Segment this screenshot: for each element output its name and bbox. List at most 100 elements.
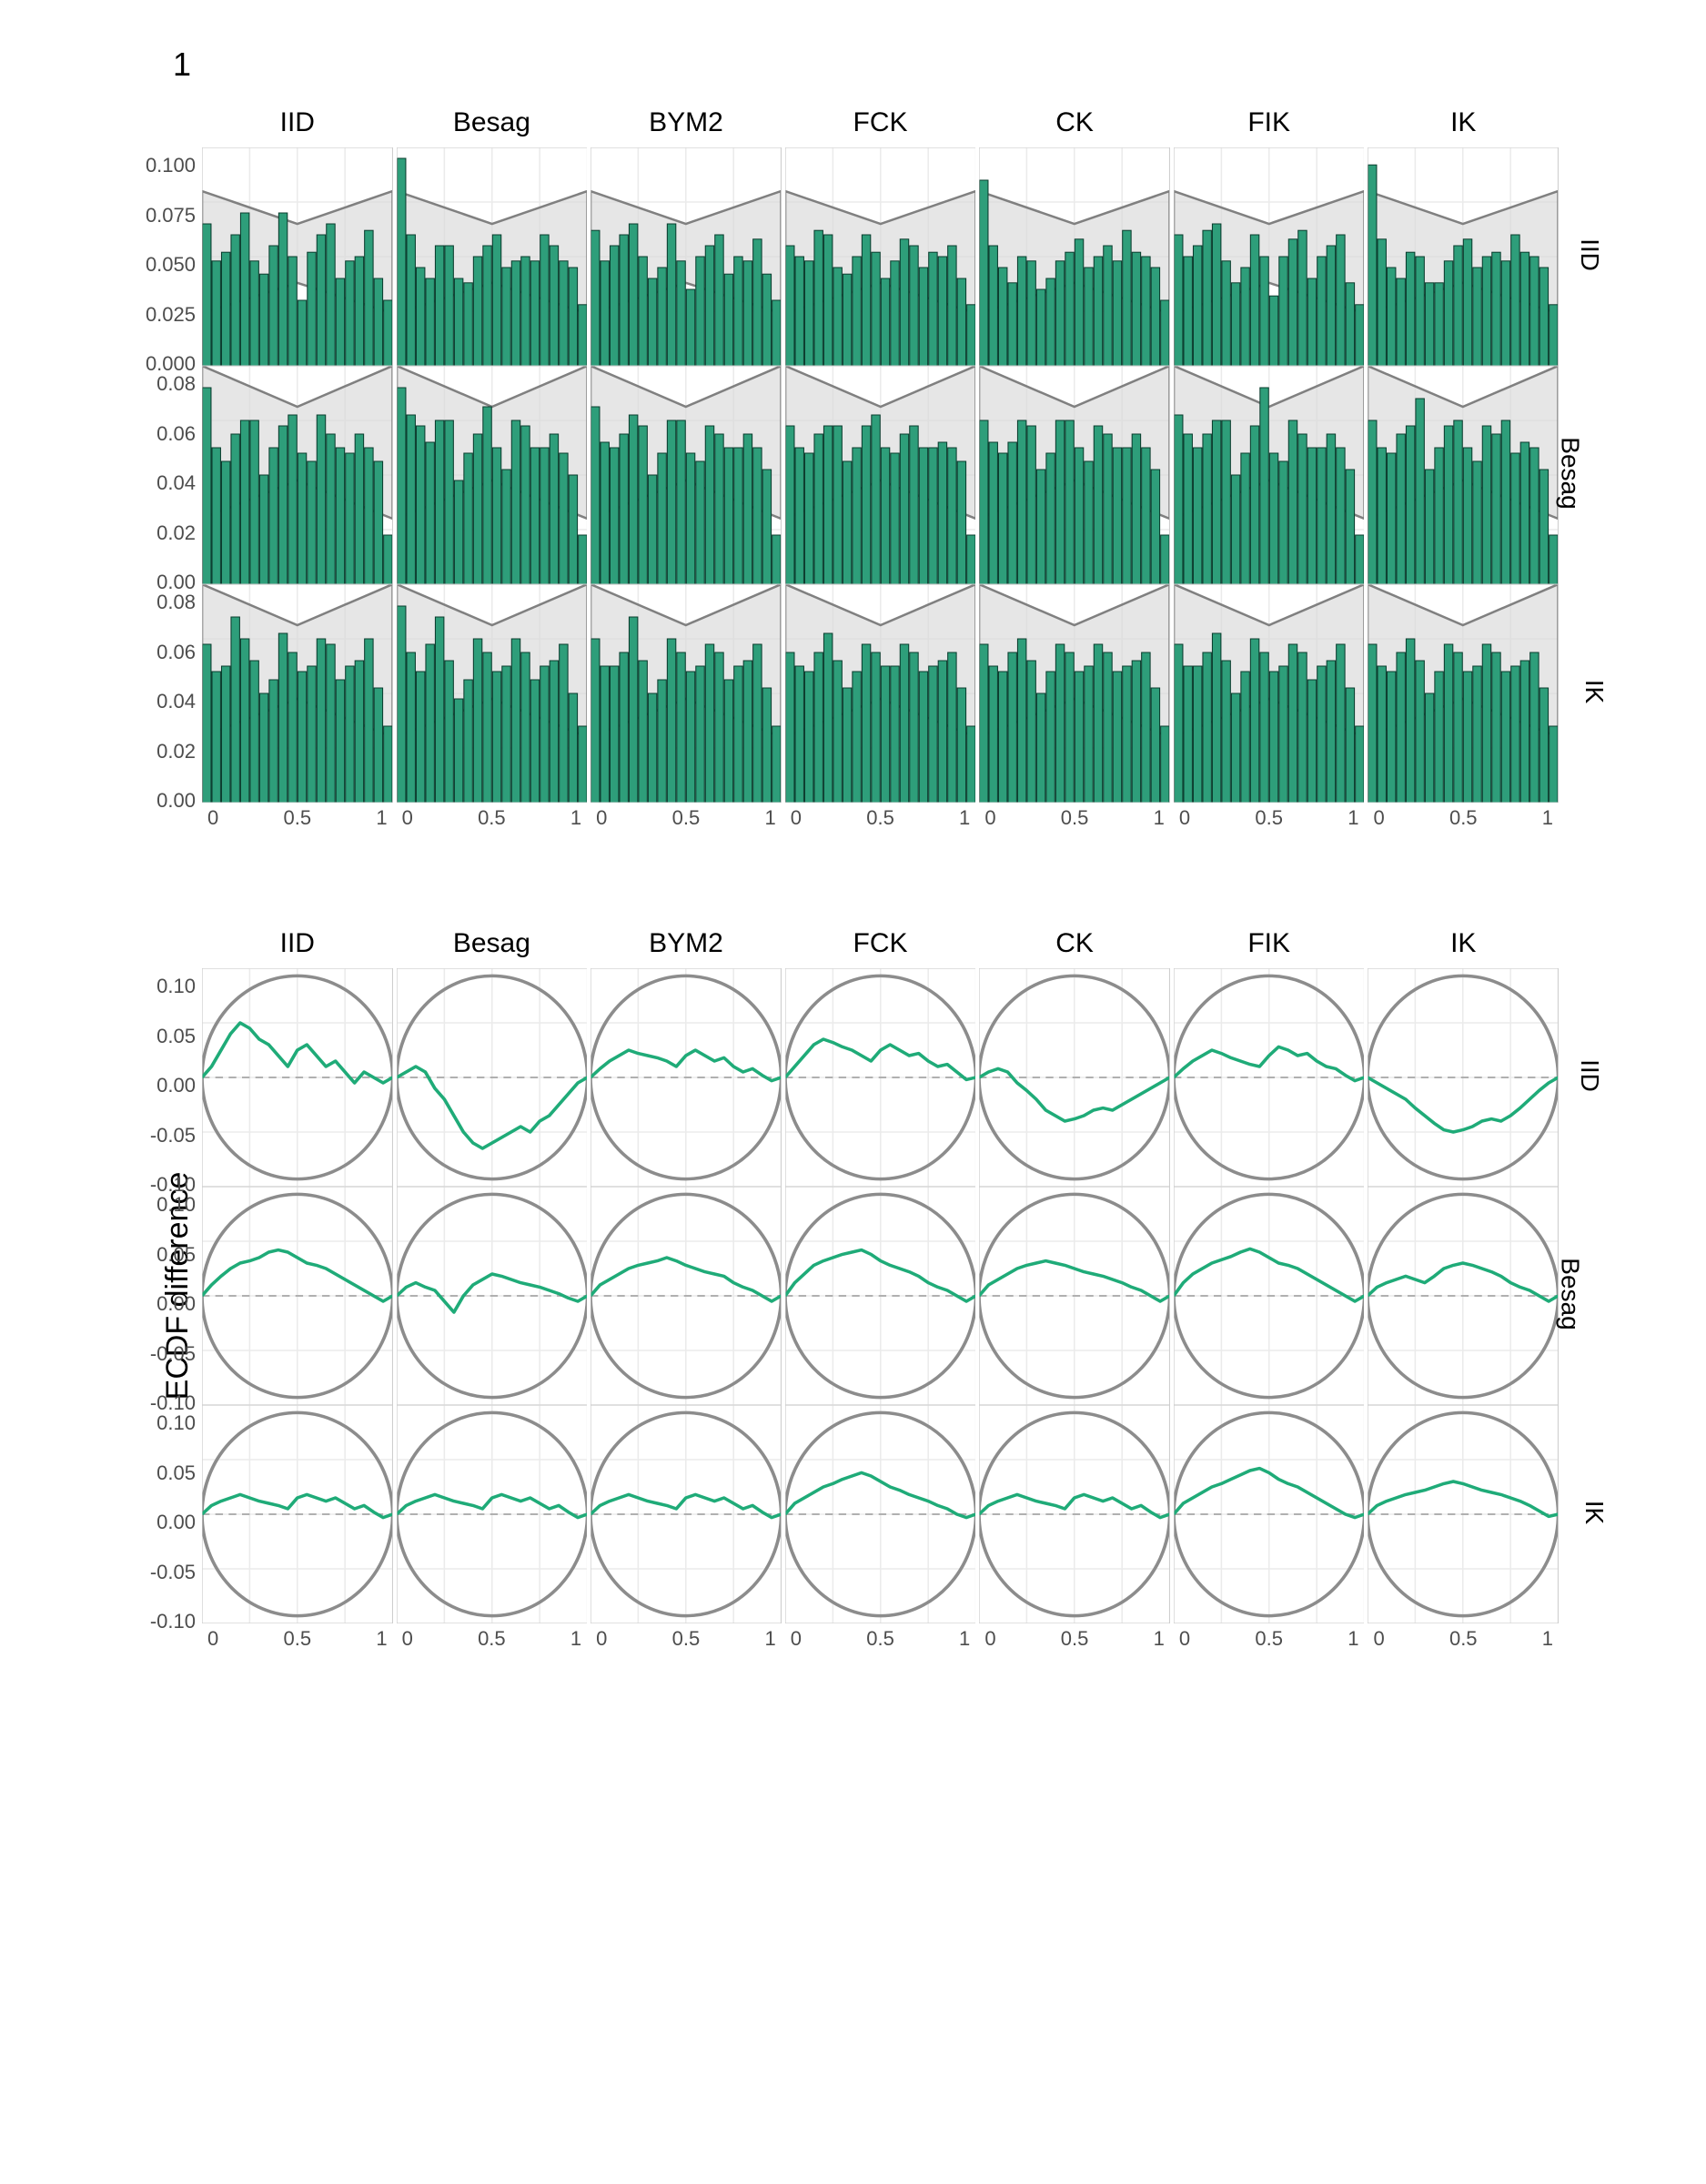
x-tick: 0 xyxy=(596,1627,607,1651)
grid-row: 0.080.060.040.020.00Besag xyxy=(200,364,1560,582)
y-tick: 0.050 xyxy=(127,255,196,275)
ecdf-panel xyxy=(783,1185,978,1403)
x-axis-ticks: 00.51 xyxy=(1366,801,1560,830)
histogram-panel xyxy=(1172,364,1367,582)
histogram-panel xyxy=(589,146,783,364)
y-tick: 0.05 xyxy=(127,1463,196,1483)
x-axis-ticks: 00.51 xyxy=(589,1622,783,1651)
y-tick: 0.04 xyxy=(127,692,196,712)
x-tick: 1 xyxy=(764,1627,775,1651)
histogram-panel xyxy=(1366,364,1560,582)
x-tick: 1 xyxy=(570,1627,581,1651)
row-label: IK xyxy=(1580,680,1609,703)
x-tick: 1 xyxy=(959,1627,970,1651)
row-label: IID xyxy=(1575,1059,1604,1092)
column-header: FCK xyxy=(783,100,978,146)
histogram-panel xyxy=(783,146,978,364)
x-tick: 0.5 xyxy=(283,806,311,830)
x-tick: 1 xyxy=(376,1627,387,1651)
histogram-grid: IIDBesagBYM2FCKCKFIKIK 0.1000.0750.0500.… xyxy=(127,100,1615,830)
x-tick: 0.5 xyxy=(478,806,506,830)
y-tick: 0.10 xyxy=(127,1195,196,1215)
x-tick: 0 xyxy=(596,806,607,830)
x-tick: 1 xyxy=(764,806,775,830)
x-tick: 1 xyxy=(1348,1627,1358,1651)
row-label: Besag xyxy=(1555,1258,1584,1330)
x-tick: 0.5 xyxy=(866,806,894,830)
y-tick: 0.08 xyxy=(127,374,196,394)
ecdf-grid: ECDF difference IIDBesagBYM2FCKCKFIKIK 0… xyxy=(127,921,1615,1651)
y-tick: -0.05 xyxy=(127,1126,196,1146)
y-tick: 0.00 xyxy=(127,1076,196,1096)
x-tick: 0.5 xyxy=(1061,1627,1089,1651)
y-tick: 0.10 xyxy=(127,1413,196,1433)
y-tick: 0.02 xyxy=(127,742,196,762)
column-header: CK xyxy=(977,921,1172,966)
histogram-panel xyxy=(200,582,395,801)
x-tick: 0 xyxy=(791,1627,802,1651)
x-tick: 1 xyxy=(1542,806,1553,830)
row-label: IK xyxy=(1580,1501,1609,1524)
y-tick: 0.10 xyxy=(127,976,196,996)
histogram-panel xyxy=(783,364,978,582)
y-tick: 0.100 xyxy=(127,156,196,176)
y-tick: 0.00 xyxy=(127,1512,196,1532)
y-axis-ticks: 0.1000.0750.0500.0250.000 xyxy=(127,146,196,364)
histogram-panel xyxy=(1366,582,1560,801)
row-label: Besag xyxy=(1555,437,1584,509)
y-tick: -0.10 xyxy=(127,1612,196,1632)
ecdf-panel xyxy=(1366,966,1560,1185)
x-tick: 0.5 xyxy=(1449,1627,1478,1651)
ecdf-panel xyxy=(1172,1403,1367,1622)
grid-row: 0.100.050.00-0.05-0.10IK xyxy=(200,1403,1560,1622)
x-tick: 1 xyxy=(1542,1627,1553,1651)
x-tick: 0.5 xyxy=(283,1627,311,1651)
column-header: FCK xyxy=(783,921,978,966)
x-axis-ticks: 00.51 xyxy=(200,1622,395,1651)
x-axis-ticks: 00.51 xyxy=(977,801,1172,830)
column-header: Besag xyxy=(395,921,590,966)
ecdf-panel xyxy=(200,1403,395,1622)
x-tick: 1 xyxy=(959,806,970,830)
ecdf-panel xyxy=(200,1185,395,1403)
x-tick: 0.5 xyxy=(672,1627,701,1651)
y-tick: -0.05 xyxy=(127,1344,196,1364)
histogram-panel xyxy=(395,582,590,801)
grid-row: 0.080.060.040.020.00IK xyxy=(200,582,1560,801)
ecdf-panel xyxy=(395,966,590,1185)
ecdf-panel xyxy=(783,966,978,1185)
x-tick: 0 xyxy=(791,806,802,830)
y-tick: 0.00 xyxy=(127,1294,196,1314)
y-tick: 0.06 xyxy=(127,424,196,444)
column-header: IID xyxy=(200,100,395,146)
page: 1 IIDBesagBYM2FCKCKFIKIK 0.1000.0750.050… xyxy=(0,0,1706,2184)
page-number: 1 xyxy=(173,46,191,84)
histogram-panel xyxy=(395,146,590,364)
histogram-panel xyxy=(977,364,1172,582)
ecdf-panel xyxy=(977,966,1172,1185)
y-tick: 0.05 xyxy=(127,1245,196,1265)
column-header: CK xyxy=(977,100,1172,146)
ecdf-panel xyxy=(200,966,395,1185)
y-axis-ticks: 0.100.050.00-0.05-0.10 xyxy=(127,966,196,1185)
histogram-panel xyxy=(1172,146,1367,364)
x-tick: 0.5 xyxy=(1255,806,1283,830)
histogram-panel xyxy=(1366,146,1560,364)
x-axis-ticks: 00.51 xyxy=(1172,801,1367,830)
column-header: BYM2 xyxy=(589,100,783,146)
x-tick: 1 xyxy=(1154,1627,1165,1651)
x-tick: 0 xyxy=(1179,806,1190,830)
column-header: BYM2 xyxy=(589,921,783,966)
x-tick: 1 xyxy=(570,806,581,830)
grid-row: 0.1000.0750.0500.0250.000IID xyxy=(200,146,1560,364)
x-axis-ticks: 00.51 xyxy=(589,801,783,830)
y-tick: 0.00 xyxy=(127,791,196,811)
histogram-panel xyxy=(589,582,783,801)
x-tick: 1 xyxy=(1154,806,1165,830)
grid-row: 0.100.050.00-0.05-0.10IID xyxy=(200,966,1560,1185)
histogram-panel xyxy=(977,146,1172,364)
x-axis-ticks: 00.51 xyxy=(977,1622,1172,1651)
histogram-panel xyxy=(589,364,783,582)
ecdf-panel xyxy=(1172,966,1367,1185)
ecdf-panel xyxy=(1172,1185,1367,1403)
